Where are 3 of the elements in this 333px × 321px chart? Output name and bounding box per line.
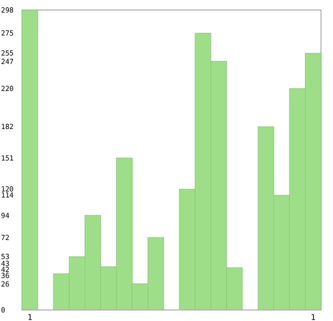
x-tick-label: 1 bbox=[27, 313, 32, 321]
bar bbox=[22, 10, 38, 310]
x-tick-label: 1 bbox=[310, 313, 316, 321]
